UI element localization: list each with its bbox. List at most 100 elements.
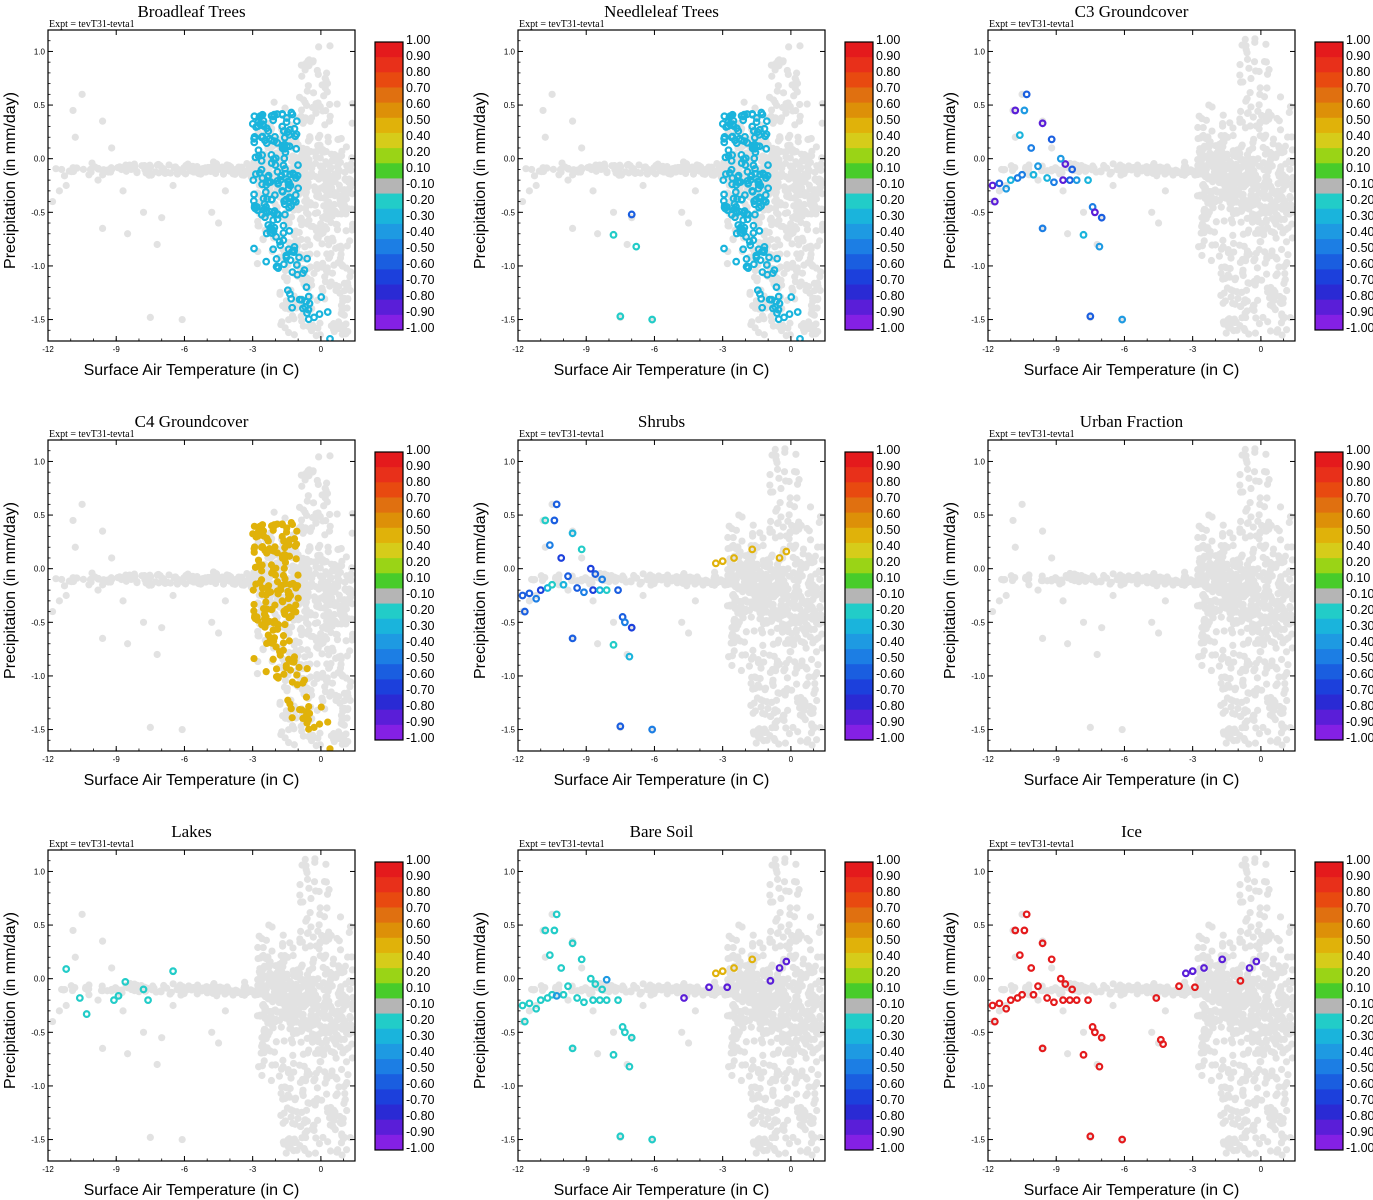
background-point bbox=[786, 331, 794, 339]
background-point bbox=[803, 100, 811, 108]
background-point bbox=[316, 141, 324, 149]
background-point bbox=[771, 190, 780, 198]
colorbar-label: 0.40 bbox=[406, 129, 430, 143]
background-point bbox=[1059, 187, 1067, 195]
colorbar: 1.000.900.800.700.600.500.400.200.10-0.1… bbox=[374, 33, 435, 335]
background-point bbox=[768, 317, 776, 325]
data-point bbox=[752, 251, 761, 260]
background-point bbox=[62, 591, 70, 600]
x-tick-label: -6 bbox=[651, 345, 659, 354]
background-point bbox=[290, 741, 298, 749]
data-point bbox=[752, 114, 761, 122]
background-point bbox=[317, 630, 325, 638]
background-point bbox=[1154, 164, 1162, 172]
background-point bbox=[324, 615, 333, 623]
data-point bbox=[756, 290, 764, 298]
background-point bbox=[330, 151, 339, 159]
background-point bbox=[806, 503, 815, 511]
background-point bbox=[1205, 140, 1213, 149]
background-point bbox=[108, 165, 116, 174]
background-point bbox=[146, 571, 154, 579]
data-point bbox=[283, 524, 291, 532]
background-point bbox=[1198, 214, 1206, 222]
background-point bbox=[1259, 143, 1267, 152]
background-point bbox=[771, 98, 779, 107]
background-point bbox=[307, 201, 315, 209]
background-point bbox=[1242, 313, 1250, 322]
y-tick-label: 1.0 bbox=[34, 47, 46, 56]
data-point bbox=[743, 167, 752, 176]
background-point bbox=[1223, 284, 1231, 292]
background-point bbox=[1288, 185, 1295, 193]
colorbar-segment bbox=[845, 208, 873, 225]
colorbar-segment bbox=[375, 512, 403, 529]
expt-annotation: Expt = tevT31-tevta1 bbox=[989, 19, 1075, 30]
background-point bbox=[1282, 174, 1290, 183]
background-point bbox=[1254, 229, 1262, 237]
background-point bbox=[78, 500, 86, 508]
background-point bbox=[69, 516, 77, 525]
background-point bbox=[705, 168, 713, 176]
data-point bbox=[257, 165, 266, 174]
data-point bbox=[988, 181, 997, 190]
background-point bbox=[789, 148, 797, 156]
background-point bbox=[153, 240, 161, 249]
data-point bbox=[289, 579, 297, 588]
colorbar-label: -0.30 bbox=[1346, 209, 1373, 223]
background-point bbox=[774, 57, 782, 65]
background-point bbox=[1229, 124, 1237, 132]
background-point bbox=[805, 324, 813, 333]
data-point bbox=[775, 299, 784, 308]
background-point bbox=[1250, 135, 1258, 143]
background-point bbox=[325, 527, 334, 535]
background-point bbox=[1217, 203, 1225, 211]
data-point bbox=[762, 144, 771, 153]
background-point bbox=[1196, 161, 1204, 169]
data-point bbox=[730, 200, 739, 209]
background-point bbox=[311, 619, 319, 627]
background-point bbox=[1269, 303, 1277, 311]
y-tick-label: -1.0 bbox=[501, 262, 515, 271]
colorbar-label: -0.80 bbox=[406, 699, 435, 713]
data-point bbox=[326, 334, 334, 341]
background-point bbox=[555, 171, 563, 179]
background-point bbox=[1275, 188, 1283, 196]
background-point bbox=[146, 313, 154, 322]
background-point bbox=[1255, 101, 1263, 109]
background-point bbox=[1275, 117, 1283, 125]
data-point bbox=[282, 114, 291, 122]
data-point bbox=[250, 134, 259, 143]
data-point bbox=[266, 224, 275, 233]
background-point bbox=[321, 273, 329, 281]
background-point bbox=[325, 253, 334, 261]
background-point bbox=[1209, 173, 1217, 182]
background-point bbox=[751, 592, 759, 600]
data-point bbox=[721, 170, 730, 178]
background-point bbox=[740, 98, 748, 106]
background-point bbox=[1227, 293, 1235, 301]
background-point bbox=[313, 637, 321, 645]
background-point bbox=[1218, 143, 1226, 151]
background-point bbox=[300, 561, 308, 569]
background-point bbox=[1275, 142, 1283, 150]
background-point bbox=[208, 208, 216, 216]
background-point bbox=[334, 167, 342, 175]
background-point bbox=[324, 205, 333, 213]
background-point bbox=[785, 43, 793, 51]
background-point bbox=[616, 161, 624, 169]
background-point bbox=[1243, 55, 1252, 63]
colorbar-segment bbox=[375, 72, 403, 88]
background-point bbox=[306, 134, 314, 143]
data-point bbox=[317, 703, 325, 711]
background-point bbox=[1265, 149, 1274, 157]
background-point bbox=[1221, 274, 1229, 283]
colorbar-segment bbox=[1315, 72, 1343, 88]
background-point bbox=[751, 104, 759, 112]
background-point bbox=[1286, 192, 1294, 201]
background-point bbox=[302, 209, 311, 217]
colorbar-label: -0.20 bbox=[406, 193, 435, 207]
background-point bbox=[1219, 111, 1227, 119]
background-point bbox=[295, 228, 303, 237]
background-point bbox=[325, 117, 334, 125]
background-point bbox=[747, 613, 755, 621]
